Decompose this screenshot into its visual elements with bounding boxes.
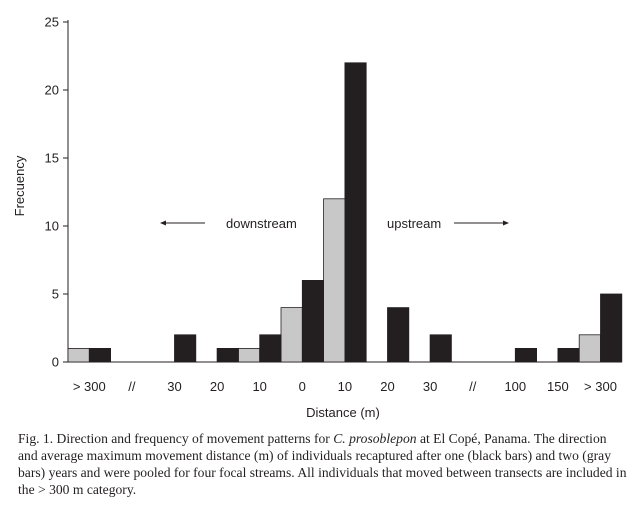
x-tick-label: 10 bbox=[252, 379, 266, 394]
black-bar bbox=[88, 347, 112, 363]
upstream-annotation: upstream bbox=[387, 216, 509, 231]
y-tick-label: 0 bbox=[52, 355, 59, 370]
y-axis-title: Frecuency bbox=[12, 155, 27, 216]
gray-bar bbox=[578, 334, 601, 363]
black-bar bbox=[429, 334, 452, 363]
caption-part-1: Fig. 1. Direction and frequency of movem… bbox=[18, 431, 334, 446]
y-tick-label: 15 bbox=[45, 151, 59, 166]
y-tick-label: 20 bbox=[45, 83, 59, 98]
downstream-arrowhead-icon bbox=[160, 220, 166, 226]
x-tick-label: > 300 bbox=[584, 379, 617, 394]
x-tick-label: 20 bbox=[210, 379, 224, 394]
black-bar bbox=[216, 347, 239, 363]
y-tick-label: 10 bbox=[45, 219, 59, 234]
downstream-annotation: downstream bbox=[160, 216, 297, 231]
black-bar bbox=[600, 293, 623, 363]
x-tick-label: 0 bbox=[299, 379, 306, 394]
caption-part-2: at El Copé, Panama. The direction and av… bbox=[18, 431, 627, 497]
gray-bar bbox=[67, 347, 90, 363]
x-tick-label: 100 bbox=[504, 379, 526, 394]
black-bar bbox=[174, 334, 197, 363]
figure-caption: Fig. 1. Direction and frequency of movem… bbox=[18, 430, 628, 498]
gray-bar bbox=[280, 307, 303, 363]
x-tick-label: // bbox=[128, 379, 136, 394]
y-tick-label: 25 bbox=[45, 15, 59, 30]
upstream-arrowhead-icon bbox=[503, 220, 509, 226]
black-bar bbox=[387, 307, 410, 363]
x-tick-label: 20 bbox=[380, 379, 394, 394]
x-tick-label: 150 bbox=[547, 379, 569, 394]
x-tick-label: > 300 bbox=[73, 379, 106, 394]
upstream-label: upstream bbox=[387, 216, 441, 231]
x-tick-label: 30 bbox=[423, 379, 437, 394]
x-tick-label: 30 bbox=[167, 379, 181, 394]
black-bar bbox=[557, 347, 580, 363]
y-tick-label: 5 bbox=[52, 287, 59, 302]
x-tick-label: 10 bbox=[338, 379, 352, 394]
downstream-label: downstream bbox=[226, 216, 297, 231]
caption-species: C. prosoblepon bbox=[333, 431, 417, 446]
x-tick-label: // bbox=[469, 379, 477, 394]
y-ticks: 0 5 10 15 20 25 bbox=[45, 15, 68, 370]
black-bar bbox=[259, 334, 282, 363]
black-bar bbox=[301, 279, 324, 363]
gray-bar bbox=[323, 198, 346, 363]
x-ticks: > 300//30 20 10 0 10 20 30//100 150 > 300 bbox=[73, 379, 617, 394]
bars bbox=[67, 62, 623, 363]
gray-bar bbox=[237, 347, 261, 363]
black-bar bbox=[514, 347, 537, 363]
x-axis-title: Distance (m) bbox=[306, 405, 380, 420]
black-bar bbox=[344, 62, 367, 363]
